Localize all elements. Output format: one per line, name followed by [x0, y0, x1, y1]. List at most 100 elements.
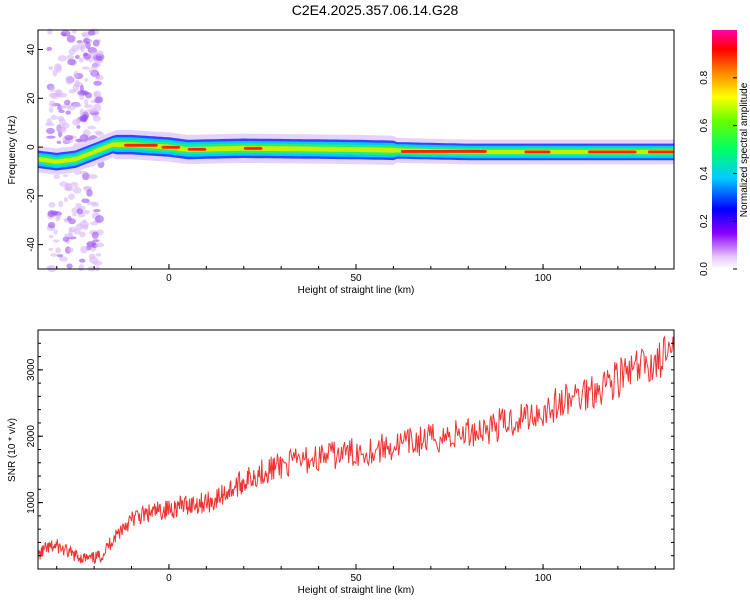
noise-blob [90, 221, 99, 226]
y-tick-label: 40 [26, 44, 37, 56]
chart-title: C2E4.2025.357.06.14.G28 [291, 2, 459, 18]
noise-blob [59, 181, 69, 187]
noise-blob [89, 108, 98, 113]
noise-blob [47, 210, 55, 218]
noise-blob [58, 256, 68, 262]
noise-blob [57, 105, 63, 111]
y-tick-label: 1000 [26, 491, 37, 514]
noise-blob [74, 79, 80, 87]
noise-blob [76, 118, 81, 124]
noise-blob [80, 245, 88, 254]
noise-blob [82, 172, 90, 181]
noise-blob [92, 239, 100, 243]
noise-blob [93, 91, 98, 98]
noise-blob [60, 105, 68, 109]
colorbar-tick-label: 0.8 [699, 70, 710, 84]
noise-blob [93, 209, 101, 213]
noise-blob [75, 223, 85, 231]
spectrogram-content [38, 28, 674, 273]
noise-blob [44, 122, 55, 127]
noise-blob [56, 125, 63, 133]
noise-blob [48, 247, 54, 252]
noise-blob [79, 84, 84, 92]
noise-blob [82, 53, 91, 60]
noise-blob [73, 228, 81, 235]
noise-blob [63, 99, 71, 106]
y-tick-label: 0 [26, 144, 37, 150]
noise-blob [68, 88, 77, 94]
noise-blob [55, 89, 63, 98]
noise-blob [71, 44, 80, 53]
noise-blob [46, 46, 53, 51]
noise-blob [91, 231, 99, 239]
snr-frame [37, 329, 675, 570]
noise-blob [66, 263, 73, 269]
noise-blob [76, 208, 83, 215]
noise-blob [91, 71, 98, 78]
noise-blob [53, 174, 61, 180]
colorbar-label: Normalized spectral amplitude [739, 82, 750, 217]
noise-blob [56, 140, 62, 144]
y-tick-label: 3000 [26, 358, 37, 381]
noise-blob [50, 114, 58, 121]
noise-blob [78, 57, 84, 63]
noise-blob [57, 55, 68, 62]
spectrogram-ylabel: Frequency (Hz) [7, 116, 18, 185]
noise-blob [64, 233, 74, 238]
noise-blob [86, 189, 93, 197]
x-tick-label: 100 [535, 273, 552, 284]
noise-blob [81, 66, 90, 70]
peak-segment [400, 149, 487, 153]
noise-blob [62, 236, 70, 242]
noise-blob [58, 109, 65, 114]
peak-segment [524, 150, 551, 154]
noise-blob [78, 258, 86, 263]
noise-blob [88, 174, 98, 180]
noise-blob [68, 193, 75, 200]
peak-segment [161, 145, 181, 149]
noise-blob [87, 125, 97, 130]
noise-blob [56, 214, 62, 220]
noise-blob [81, 33, 87, 37]
noise-blob [95, 252, 102, 257]
noise-blob [95, 50, 104, 56]
colorbar-tick-label: 0.6 [699, 118, 710, 132]
snr-ylabel: SNR (10 * v/v) [7, 418, 18, 482]
noise-blob [48, 234, 54, 239]
spectral-band-4 [38, 142, 674, 164]
peak-segment [124, 143, 158, 147]
y-tick-label: 2000 [26, 425, 37, 448]
noise-blob [48, 107, 54, 113]
noise-blob [72, 102, 82, 108]
noise-blob [70, 181, 79, 188]
noise-blob [48, 65, 54, 71]
spectrogram-axes: 0 50 100 -40 -20 0 20 40 [26, 44, 656, 284]
noise-blob [78, 231, 86, 238]
noise-blob [53, 229, 58, 235]
noise-blob [83, 104, 94, 109]
noise-blob [82, 219, 87, 223]
colorbar-axis: 0.0 0.2 0.4 0.6 0.8 [699, 70, 737, 276]
noise-blob [48, 202, 56, 208]
peak-segment [187, 147, 207, 151]
y-tick-label: -40 [26, 237, 37, 252]
noise-blob [48, 100, 56, 108]
noise-blob [52, 69, 58, 77]
x-tick-label: 100 [535, 573, 552, 584]
noise-blob [95, 242, 105, 248]
noise-blob [58, 200, 64, 208]
noise-blob [55, 64, 62, 73]
x-tick-label: 50 [350, 573, 362, 584]
noise-blob [85, 41, 91, 50]
noise-blob [81, 198, 90, 204]
noise-blob [65, 110, 71, 115]
noise-blob [66, 215, 72, 221]
noise-blob [66, 54, 75, 60]
noise-blob [92, 115, 101, 122]
noise-blob [93, 260, 103, 266]
peak-segment [647, 150, 674, 154]
peak-segment [243, 146, 263, 150]
noise-blob [72, 186, 82, 194]
colorbar-tick-label: 0.2 [699, 214, 710, 228]
